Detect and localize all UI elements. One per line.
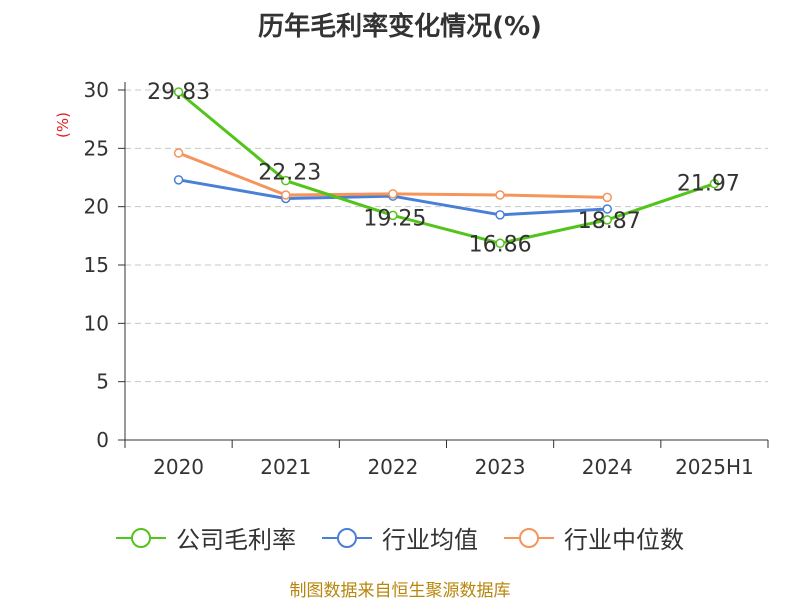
data-label: 29.83 xyxy=(147,80,210,105)
x-tick-label: 2025H1 xyxy=(675,455,754,479)
y-tick-label: 15 xyxy=(84,253,109,277)
data-point-2 xyxy=(495,190,505,200)
y-tick-label: 10 xyxy=(84,311,109,335)
legend-item-industry-median[interactable]: 行业中位数 xyxy=(504,520,684,555)
legend-label-company: 公司毛利率 xyxy=(176,526,296,554)
x-tick-label: 2020 xyxy=(153,455,204,479)
chart-title: 历年毛利率变化情况(%) xyxy=(258,12,542,42)
y-tick-label: 0 xyxy=(96,428,109,452)
data-label: 22.23 xyxy=(258,161,321,186)
data-point-0 xyxy=(388,210,398,221)
data-point-2 xyxy=(281,190,291,200)
data-point-0 xyxy=(173,87,184,97)
legend: 公司毛利率 行业均值 行业中位数 xyxy=(0,520,800,555)
x-tick-label: 2024 xyxy=(582,455,633,479)
series-line-0 xyxy=(177,90,715,245)
source-note: 制图数据来自恒生聚源数据库 xyxy=(289,581,511,601)
data-label: 21.97 xyxy=(677,172,740,197)
data-point-2 xyxy=(602,192,612,203)
data-point-0 xyxy=(281,175,291,186)
y-tick-label: 25 xyxy=(84,136,109,160)
data-point-0 xyxy=(495,238,505,249)
data-point-1 xyxy=(495,210,505,220)
y-tick-label: 30 xyxy=(84,78,109,102)
data-point-0 xyxy=(602,215,612,225)
legend-item-company[interactable]: 公司毛利率 xyxy=(116,520,296,555)
legend-item-industry-mean[interactable]: 行业均值 xyxy=(322,520,478,555)
y-tick-label: 5 xyxy=(96,370,109,394)
data-point-0 xyxy=(709,178,720,189)
legend-swatch-industry-mean xyxy=(322,526,372,550)
legend-swatch-industry-median xyxy=(504,526,554,550)
legend-label-industry-median: 行业中位数 xyxy=(564,526,684,554)
data-point-2 xyxy=(173,148,184,158)
data-point-1 xyxy=(173,175,184,185)
x-tick-label: 2021 xyxy=(260,455,311,479)
y-axis-label: (%) xyxy=(54,112,72,138)
data-label: 16.86 xyxy=(469,232,532,257)
x-tick-label: 2023 xyxy=(475,455,526,479)
data-label: 19.25 xyxy=(363,206,426,231)
legend-swatch-company xyxy=(116,526,166,550)
legend-label-industry-mean: 行业均值 xyxy=(382,526,478,554)
data-point-2 xyxy=(388,189,398,199)
data-label: 18.87 xyxy=(578,209,641,234)
y-tick-label: 20 xyxy=(84,195,109,219)
x-tick-label: 2022 xyxy=(367,455,418,479)
data-point-1 xyxy=(602,204,612,214)
